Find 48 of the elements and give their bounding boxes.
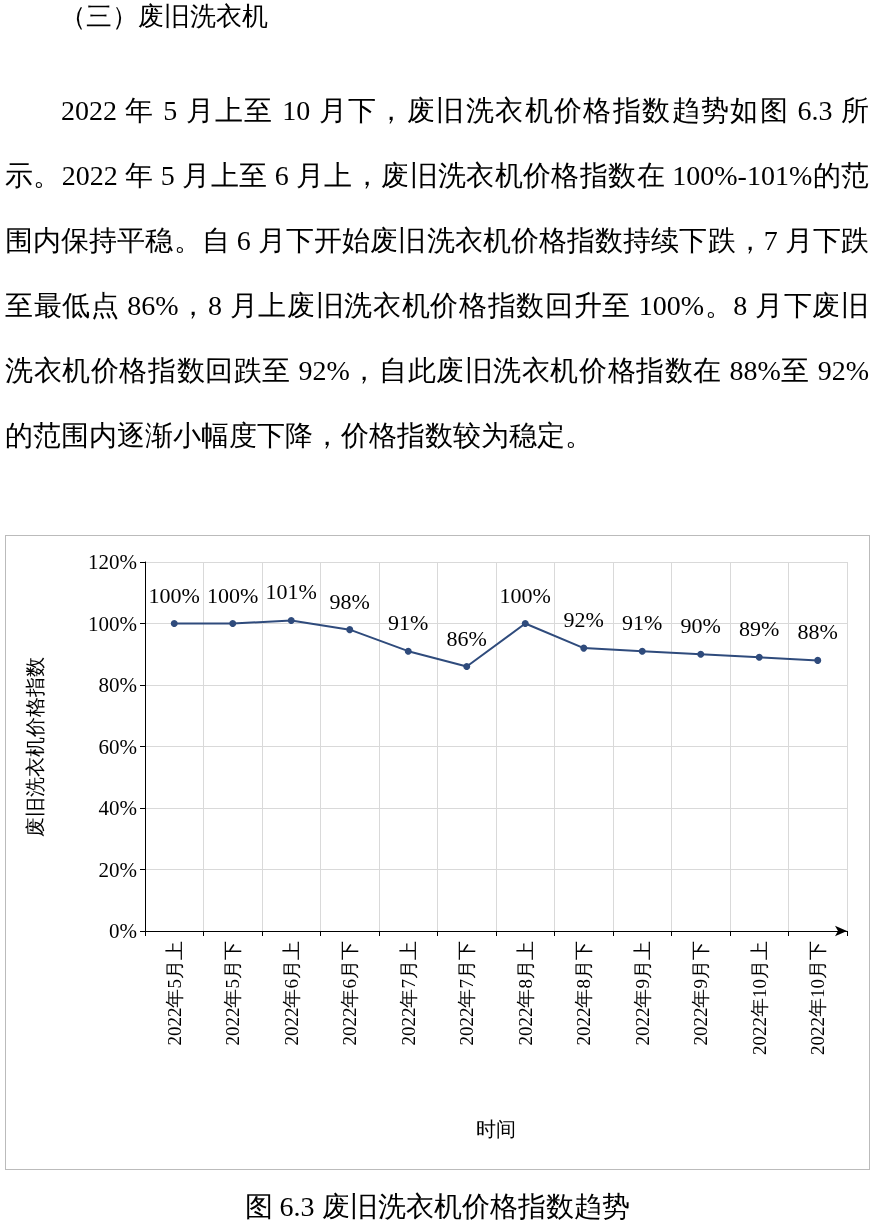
y-tick-label: 60% bbox=[98, 734, 137, 759]
x-tick-label: 2022年8月上 bbox=[514, 941, 536, 1046]
data-label: 100% bbox=[207, 582, 259, 608]
x-tick-label: 2022年10月上 bbox=[748, 941, 770, 1055]
point bbox=[755, 653, 763, 661]
x-tick-label: 2022年10月下 bbox=[807, 941, 829, 1055]
text: （三）废旧洗衣机 bbox=[60, 1, 268, 33]
x-tick-label: 2022年7月下 bbox=[456, 941, 478, 1046]
y-tick-label: 20% bbox=[98, 857, 137, 882]
x-tick-label: 2022年5月上 bbox=[163, 941, 185, 1046]
x-tick-label: 2022年9月上 bbox=[631, 941, 653, 1046]
y-tick-label: 100% bbox=[88, 611, 137, 636]
y-tick-label: 0% bbox=[109, 919, 137, 943]
y-axis-title: 废旧洗衣机价格指数 bbox=[23, 656, 47, 837]
data-label: 88% bbox=[797, 619, 838, 645]
data-label: 86% bbox=[446, 625, 487, 651]
text: 2022 年 5 月上至 10 月下，废旧洗衣机价格指数趋势如图 6.3 所示。2022 年 5 月上至 6 月上，废旧洗衣机价格指数在 100%-101%的范围内保持平稳。自 6 月下开始废旧洗衣机价格指数持续下跌，7 月下跌至最低点 86%，8 月上废旧洗衣机价格指数回升至 100%。8 月下废旧洗衣机价格指数回跌至 92%，自此废旧洗衣机价格指数在 88%至 92%的范围内逐渐小幅度下降，价格指数较为稳定。 bbox=[5, 95, 869, 451]
point bbox=[346, 626, 354, 634]
point bbox=[814, 656, 822, 664]
x-axis-title: 时间 bbox=[476, 1117, 516, 1141]
data-label: 98% bbox=[329, 588, 370, 614]
x-tick-label: 2022年9月下 bbox=[690, 941, 712, 1046]
point bbox=[404, 647, 412, 655]
data-label: 90% bbox=[680, 613, 721, 639]
x-tick-label: 2022年7月上 bbox=[397, 941, 419, 1046]
point bbox=[287, 616, 295, 624]
data-label: 100% bbox=[499, 582, 551, 608]
y-tick-label: 120% bbox=[88, 550, 137, 574]
point bbox=[229, 620, 237, 627]
point bbox=[638, 647, 646, 655]
point bbox=[697, 650, 705, 658]
point bbox=[463, 663, 471, 671]
x-tick-label: 2022年8月下 bbox=[573, 941, 595, 1046]
y-tick-label: 80% bbox=[98, 673, 137, 697]
x-tick-label: 2022年6月上 bbox=[280, 941, 302, 1046]
data-label: 89% bbox=[739, 616, 780, 642]
data-label: 91% bbox=[622, 610, 663, 636]
y-tick-label: 40% bbox=[98, 796, 137, 820]
x-tick-label: 2022年5月下 bbox=[222, 941, 244, 1046]
x-tick-label: 2022年6月下 bbox=[339, 941, 361, 1046]
data-label: 101% bbox=[265, 579, 317, 605]
point bbox=[521, 620, 529, 627]
text: 图 6.3 废旧洗衣机价格指数趋势 bbox=[243, 1190, 631, 1224]
data-label: 92% bbox=[563, 607, 604, 633]
point bbox=[170, 620, 178, 627]
data-label: 100% bbox=[148, 582, 200, 608]
point bbox=[580, 644, 588, 652]
data-label: 91% bbox=[388, 610, 429, 636]
